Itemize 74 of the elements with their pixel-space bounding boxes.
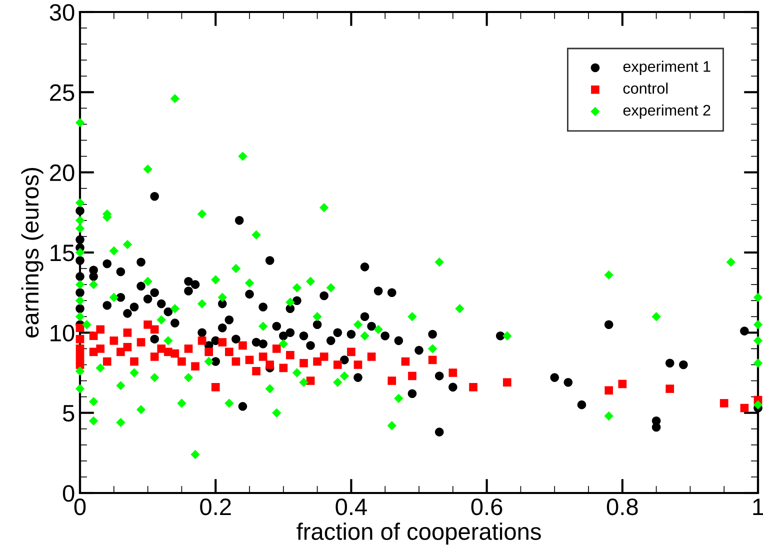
point bbox=[388, 376, 396, 385]
point bbox=[469, 383, 478, 392]
x-tick-label: 1 bbox=[753, 498, 763, 515]
point bbox=[401, 357, 410, 366]
point bbox=[367, 352, 376, 361]
point bbox=[604, 386, 614, 395]
point bbox=[258, 352, 268, 361]
point bbox=[266, 360, 274, 369]
y-axis-title: earnings (euros) bbox=[21, 168, 44, 338]
point bbox=[76, 360, 84, 369]
point bbox=[123, 342, 132, 352]
legend-label: experiment 1 bbox=[623, 60, 710, 75]
point bbox=[96, 325, 105, 334]
x-tick-label: 0.8 bbox=[606, 498, 638, 516]
x-tick-label: 0.2 bbox=[200, 498, 231, 516]
y-tick-label: 0 bbox=[62, 485, 74, 502]
point bbox=[76, 324, 84, 332]
point bbox=[89, 332, 98, 340]
point bbox=[211, 383, 220, 392]
point bbox=[354, 360, 362, 369]
y-tick-label: 15 bbox=[50, 244, 74, 262]
legend-label: experiment 2 bbox=[623, 104, 710, 119]
point bbox=[150, 352, 159, 361]
point bbox=[252, 366, 260, 376]
y-tick-label: 20 bbox=[50, 164, 74, 182]
point bbox=[170, 349, 180, 358]
x-tick-label: 0.6 bbox=[471, 498, 502, 516]
point bbox=[218, 338, 227, 346]
point bbox=[110, 336, 118, 345]
point bbox=[740, 404, 749, 412]
point bbox=[286, 350, 294, 360]
y-tick-label: 30 bbox=[50, 4, 74, 21]
point bbox=[279, 364, 288, 372]
point bbox=[300, 358, 308, 368]
point bbox=[245, 356, 254, 364]
point bbox=[150, 325, 159, 334]
point bbox=[116, 348, 125, 356]
point bbox=[204, 348, 213, 356]
point bbox=[238, 341, 247, 350]
point bbox=[502, 378, 512, 387]
point bbox=[178, 357, 186, 366]
point bbox=[191, 362, 200, 371]
point bbox=[76, 352, 84, 361]
point bbox=[347, 348, 356, 356]
point bbox=[428, 356, 437, 364]
point bbox=[76, 344, 84, 353]
x-tick-label: 0.4 bbox=[336, 498, 367, 516]
point bbox=[102, 357, 112, 366]
point bbox=[272, 344, 281, 353]
point bbox=[333, 360, 342, 369]
point bbox=[618, 380, 627, 388]
point bbox=[198, 336, 206, 345]
point bbox=[184, 344, 193, 353]
y-tick-label: 25 bbox=[50, 84, 74, 101]
point bbox=[123, 328, 132, 337]
point bbox=[136, 338, 146, 346]
y-tick-label: 10 bbox=[50, 324, 74, 342]
point bbox=[306, 376, 315, 385]
point bbox=[666, 384, 674, 393]
point bbox=[224, 348, 234, 356]
point bbox=[320, 352, 328, 361]
point bbox=[232, 357, 240, 366]
legend-label: control bbox=[623, 82, 668, 94]
y-tick-label: 5 bbox=[62, 405, 74, 422]
point bbox=[408, 372, 416, 380]
point bbox=[448, 368, 458, 377]
point bbox=[96, 344, 105, 353]
x-tick-label: 0 bbox=[74, 498, 86, 516]
point bbox=[313, 357, 322, 366]
point bbox=[720, 399, 728, 408]
x-axis-title: fraction of cooperations bbox=[296, 522, 541, 545]
point bbox=[76, 334, 84, 344]
point bbox=[144, 320, 152, 329]
point bbox=[130, 357, 138, 366]
